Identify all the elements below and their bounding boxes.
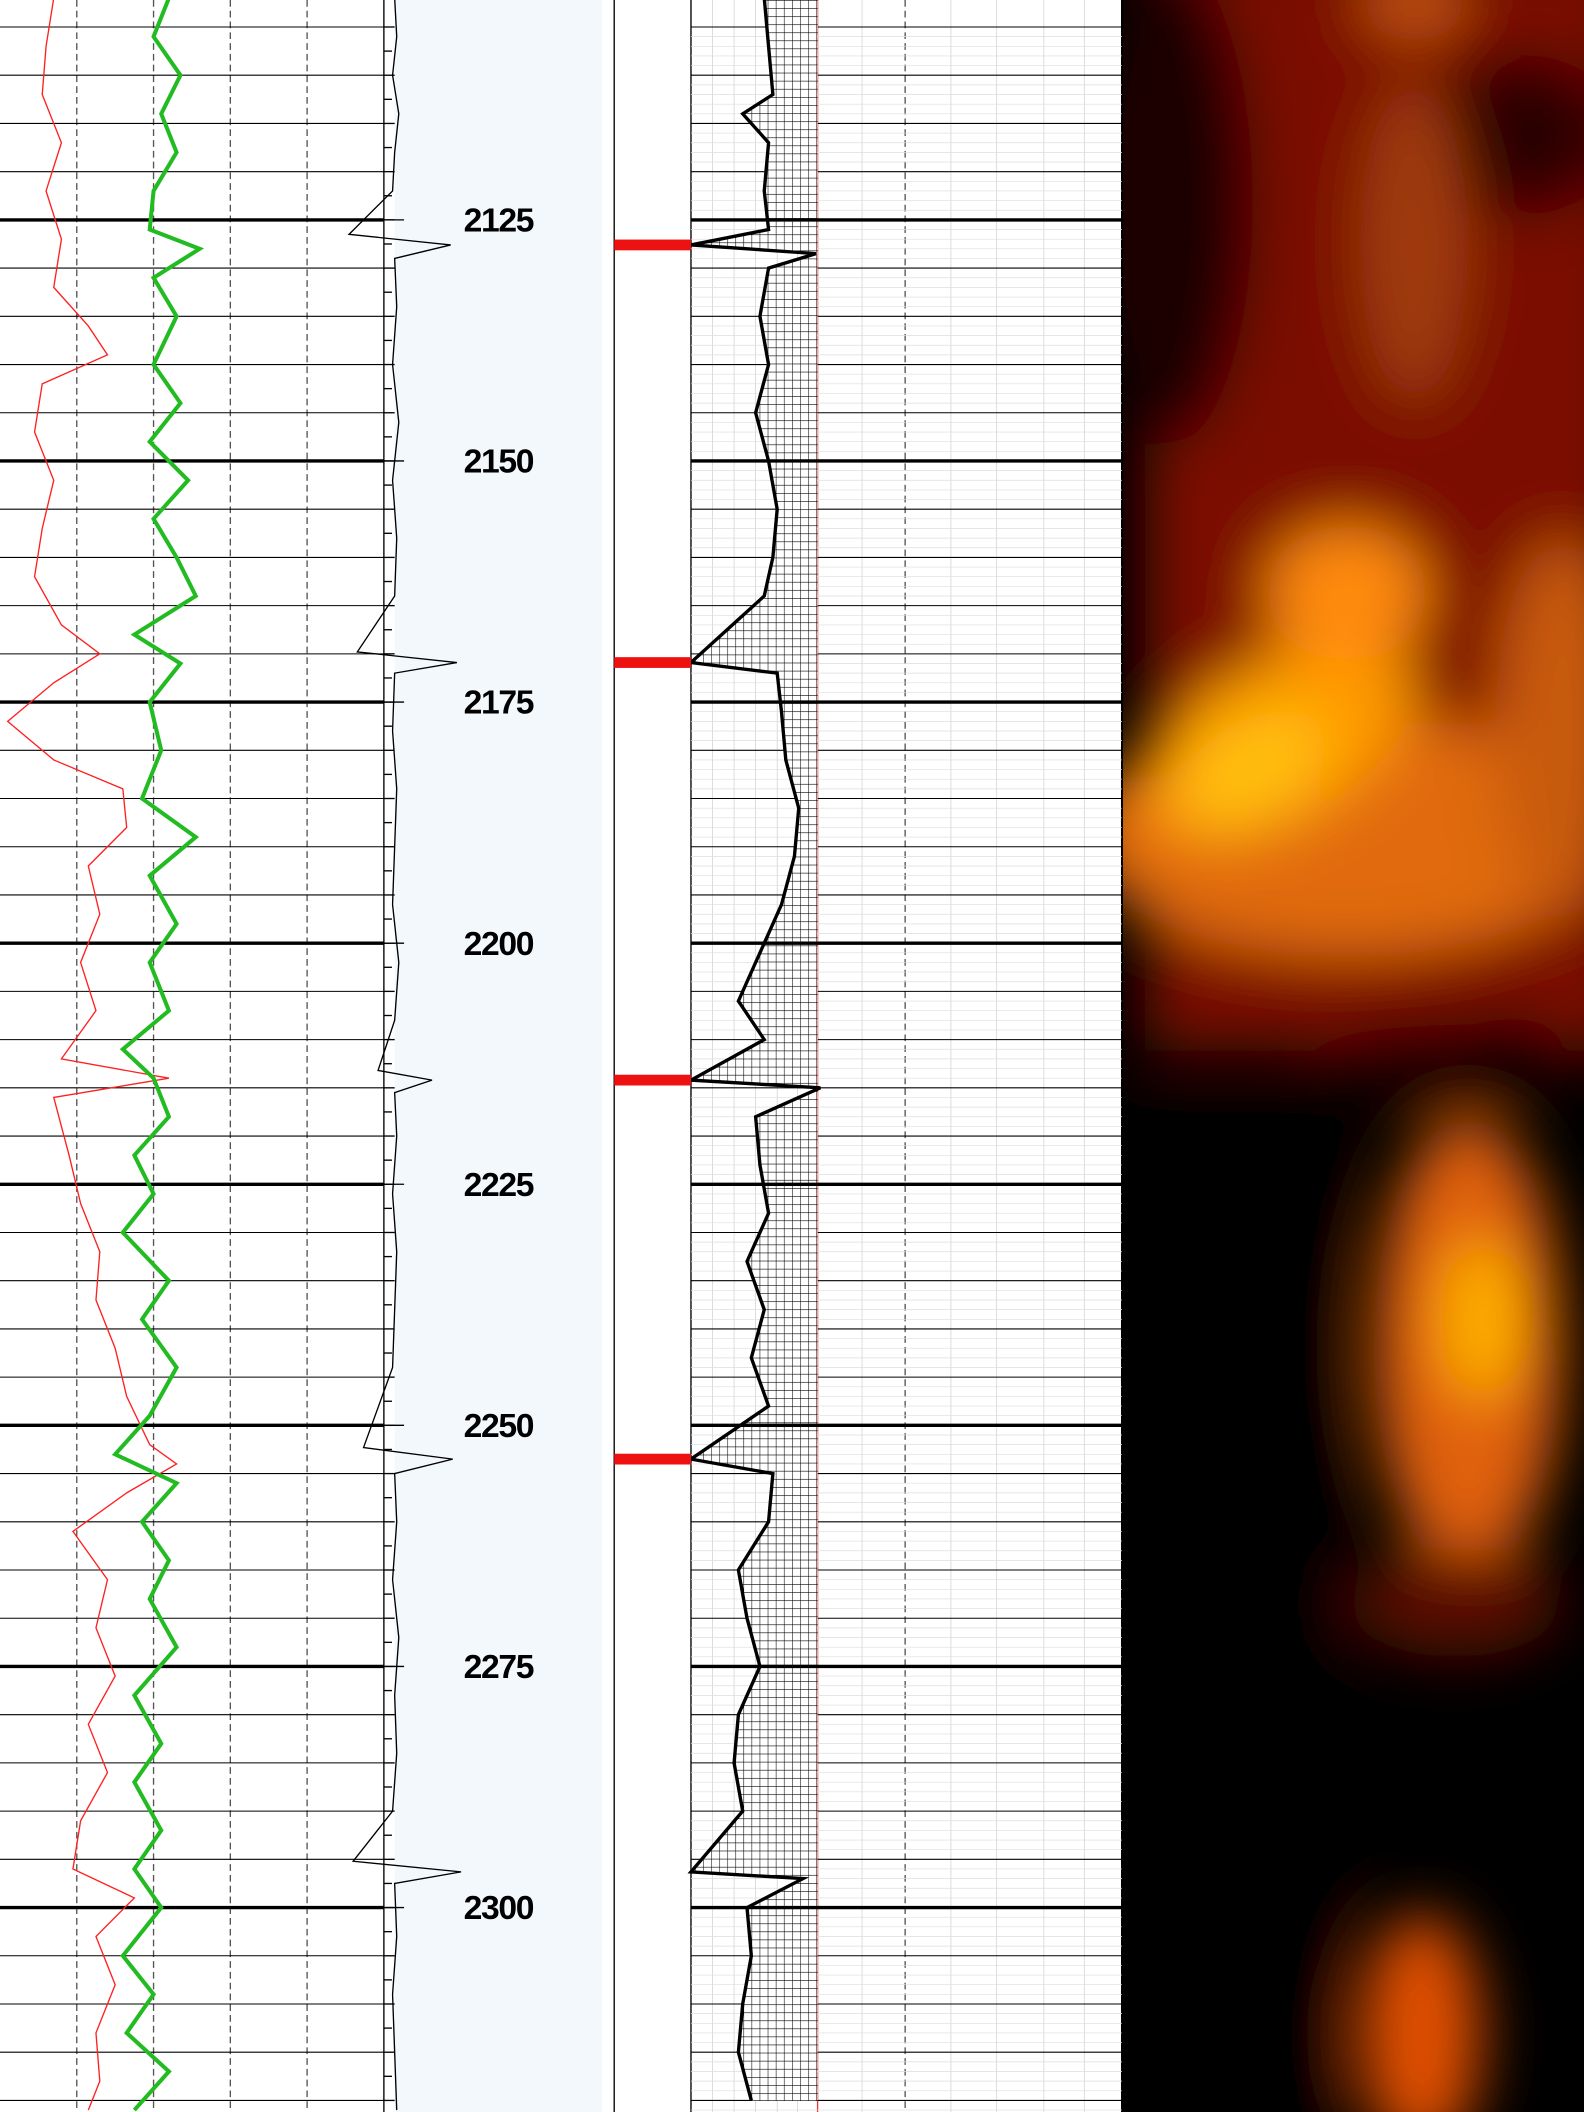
image-track [1122, 0, 1584, 2112]
log-curve [347, 0, 462, 2111]
depth-label: 2150 [464, 444, 534, 481]
event-marker [614, 1453, 691, 1465]
event-marker [614, 239, 691, 251]
depth-label: 2175 [464, 685, 534, 722]
dashed-grid [76, 0, 906, 2112]
depth-label: 2125 [464, 202, 534, 239]
depth-label: 2250 [464, 1408, 534, 1445]
log-curve [111, 0, 205, 2112]
depth-label: 2200 [464, 926, 534, 963]
log-curve [685, 0, 821, 2101]
depth-track-bg [394, 0, 603, 2112]
depth-label: 2300 [464, 1890, 534, 1927]
log-curve [6, 0, 178, 2111]
event-marker [614, 657, 691, 668]
event-marker [614, 1074, 691, 1086]
hatch-fill [690, 0, 821, 2101]
depth-label: 2275 [464, 1649, 534, 1686]
depth-label: 2225 [464, 1167, 534, 1204]
